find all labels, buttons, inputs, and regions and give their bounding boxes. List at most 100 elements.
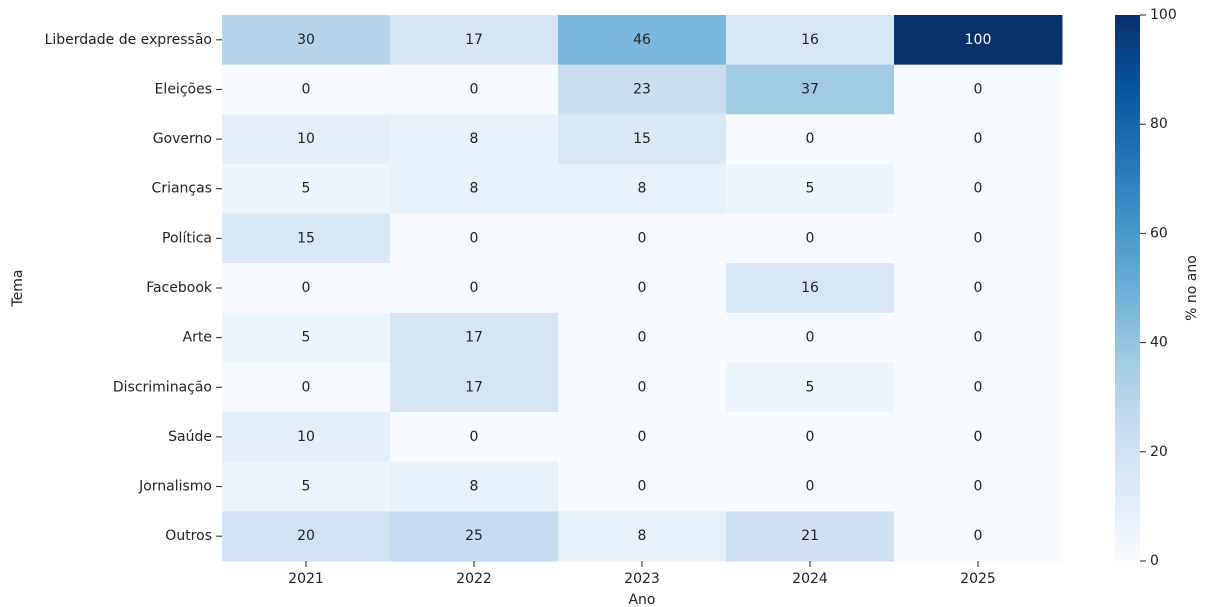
x-tick-label: 2021	[288, 571, 324, 587]
x-axis-label: Ano	[628, 592, 655, 607]
heatmap-cell	[390, 312, 559, 363]
cell-label: 0	[638, 230, 647, 246]
y-axis-label: Tema	[10, 269, 26, 307]
cell-label: 8	[470, 131, 479, 147]
cell-label: 0	[638, 280, 647, 296]
y-tick-label: Jornalismo	[138, 479, 212, 495]
heatmap-cell	[894, 412, 1063, 463]
heatmap-cell	[222, 412, 391, 463]
heatmap-cell	[726, 312, 895, 363]
heatmap-cell	[222, 114, 391, 165]
cell-label: 17	[465, 379, 483, 395]
y-tick-label: Saúde	[168, 429, 212, 445]
cell-label: 5	[302, 479, 311, 495]
cell-label: 0	[470, 230, 479, 246]
cell-label: 0	[638, 429, 647, 445]
colorbar-tick-label: 20	[1150, 444, 1168, 460]
cell-label: 0	[302, 280, 311, 296]
cell-label: 0	[974, 330, 983, 346]
heatmap-cell	[222, 263, 391, 314]
heatmap-cell	[558, 263, 727, 314]
heatmap-cell	[222, 213, 391, 264]
cell-label: 46	[633, 32, 651, 48]
cell-label: 0	[806, 429, 815, 445]
cell-label: 0	[974, 429, 983, 445]
cell-label: 0	[974, 479, 983, 495]
cell-label: 0	[806, 131, 815, 147]
heatmap-cell	[894, 213, 1063, 264]
heatmap-cell	[726, 412, 895, 463]
cell-label: 21	[801, 528, 819, 544]
cell-label: 0	[638, 330, 647, 346]
y-tick-label: Arte	[183, 330, 212, 346]
heatmap-cell	[726, 114, 895, 165]
heatmap-cell	[558, 114, 727, 165]
colorbar-tick-label: 40	[1150, 335, 1168, 351]
cell-label: 25	[465, 528, 483, 544]
cell-label: 0	[302, 81, 311, 97]
cell-label: 16	[801, 32, 819, 48]
cell-label: 23	[633, 81, 651, 97]
x-tick-label: 2022	[456, 571, 492, 587]
colorbar-label: % no ano	[1184, 255, 1200, 321]
heatmap-cell	[558, 412, 727, 463]
cell-label: 5	[806, 379, 815, 395]
heatmap-cell	[558, 461, 727, 512]
heatmap-cell	[390, 64, 559, 115]
heatmap-cell	[222, 511, 391, 562]
y-tick-label: Eleições	[155, 81, 212, 97]
cell-label: 30	[297, 32, 315, 48]
y-tick-label: Outros	[165, 528, 212, 544]
colorbar-tick-label: 0	[1150, 553, 1159, 569]
cell-label: 0	[470, 81, 479, 97]
heatmap-cell	[726, 15, 895, 66]
y-tick-label: Governo	[153, 131, 212, 147]
heatmap-cell	[390, 412, 559, 463]
cell-label: 8	[470, 181, 479, 197]
heatmap-cell	[222, 461, 391, 512]
heatmap-cell	[390, 511, 559, 562]
heatmap-cell	[222, 312, 391, 363]
y-tick-label: Política	[162, 230, 212, 246]
cell-label: 8	[638, 528, 647, 544]
cell-label: 8	[638, 181, 647, 197]
cell-label: 0	[806, 479, 815, 495]
cell-label: 5	[302, 330, 311, 346]
y-tick-label: Crianças	[152, 181, 212, 197]
heatmap-cell	[558, 64, 727, 115]
heatmap-cell	[390, 114, 559, 165]
cell-label: 100	[965, 32, 992, 48]
heatmap-cell	[390, 362, 559, 413]
heatmap-cell	[558, 15, 727, 66]
heatmap-cell	[726, 163, 895, 215]
heatmap-cell	[222, 362, 391, 413]
cell-label: 8	[470, 479, 479, 495]
heatmap-cell	[894, 114, 1063, 165]
cell-label: 0	[974, 528, 983, 544]
heatmap-cell	[390, 15, 559, 66]
heatmap-cell	[894, 64, 1063, 115]
cell-label: 0	[302, 379, 311, 395]
heatmap-cell	[222, 64, 391, 115]
heatmap-cell	[894, 511, 1063, 562]
heatmap-cell	[726, 213, 895, 264]
cell-label: 5	[806, 181, 815, 197]
cell-label: 15	[633, 131, 651, 147]
heatmap-cell	[894, 461, 1063, 512]
cell-label: 0	[974, 280, 983, 296]
cell-label: 10	[297, 429, 315, 445]
cell-label: 0	[806, 330, 815, 346]
cell-label: 0	[806, 230, 815, 246]
cell-label: 0	[470, 280, 479, 296]
cell-label: 0	[638, 379, 647, 395]
cell-label: 0	[974, 181, 983, 197]
cell-label: 0	[974, 379, 983, 395]
heatmap-cell	[390, 213, 559, 264]
heatmap-cell	[222, 163, 391, 215]
heatmap-cell	[726, 64, 895, 115]
heatmap-cell	[726, 263, 895, 314]
heatmap-cell	[894, 15, 1063, 66]
colorbar-tick-label: 80	[1150, 116, 1168, 132]
heatmap-cell	[894, 263, 1063, 314]
cell-label: 15	[297, 230, 315, 246]
